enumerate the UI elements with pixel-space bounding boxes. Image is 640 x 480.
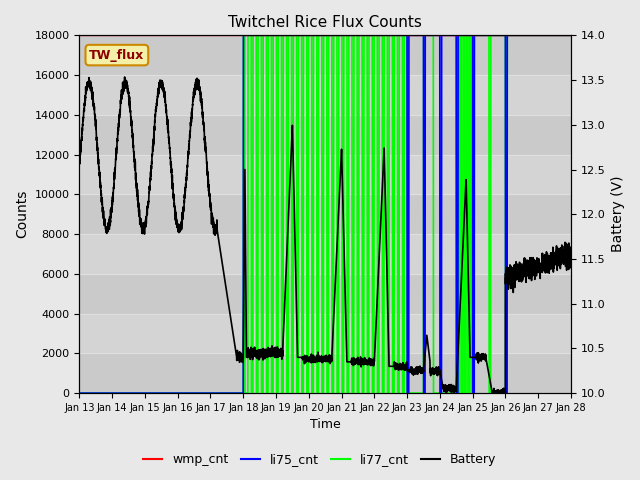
Bar <box>79 274 571 313</box>
Text: TW_flux: TW_flux <box>89 48 145 61</box>
Bar <box>79 155 571 194</box>
Title: Twitchel Rice Flux Counts: Twitchel Rice Flux Counts <box>228 15 422 30</box>
X-axis label: Time: Time <box>310 419 340 432</box>
Y-axis label: Battery (V): Battery (V) <box>611 176 625 252</box>
Bar <box>79 115 571 155</box>
Bar <box>79 75 571 115</box>
Bar <box>79 36 571 75</box>
Bar <box>79 313 571 353</box>
Bar <box>79 353 571 393</box>
Bar <box>79 194 571 234</box>
Legend: wmp_cnt, li75_cnt, li77_cnt, Battery: wmp_cnt, li75_cnt, li77_cnt, Battery <box>138 448 502 471</box>
Y-axis label: Counts: Counts <box>15 190 29 239</box>
Bar <box>79 234 571 274</box>
